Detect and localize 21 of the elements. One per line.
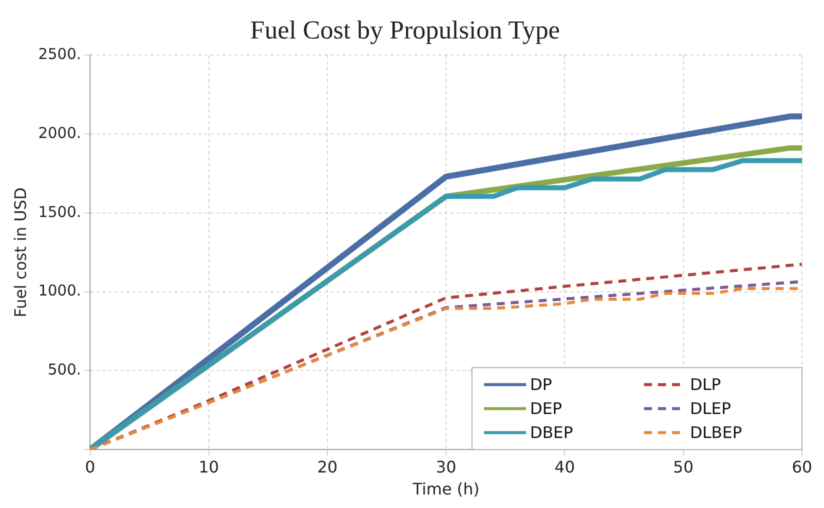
x-tick-label: 30: [436, 457, 456, 476]
x-axis-title: Time (h): [412, 480, 480, 499]
chart-title: Fuel Cost by Propulsion Type: [250, 15, 560, 44]
legend-label: DBEP: [530, 422, 574, 442]
y-tick-label: 2500.: [38, 45, 82, 64]
legend-label: DEP: [530, 398, 562, 418]
legend-label: DLP: [690, 374, 722, 394]
legend-label: DLBEP: [690, 422, 742, 442]
x-tick-label: 50: [673, 457, 694, 476]
x-tick-label: 10: [198, 457, 219, 476]
x-tick-label: 0: [85, 457, 96, 476]
legend-label: DP: [530, 374, 552, 394]
y-axis-title: Fuel cost in USD: [10, 187, 30, 318]
y-tick-label: 500.: [48, 360, 82, 379]
y-tick-label: 2000.: [38, 124, 82, 142]
legend-label: DLEP: [690, 398, 732, 418]
y-tick-label: 1500.: [38, 202, 82, 221]
y-tick-label: 1000.: [38, 282, 82, 300]
x-tick-label: 60: [792, 457, 812, 476]
x-tick-label: 40: [554, 457, 575, 476]
x-tick-label: 20: [317, 457, 338, 476]
